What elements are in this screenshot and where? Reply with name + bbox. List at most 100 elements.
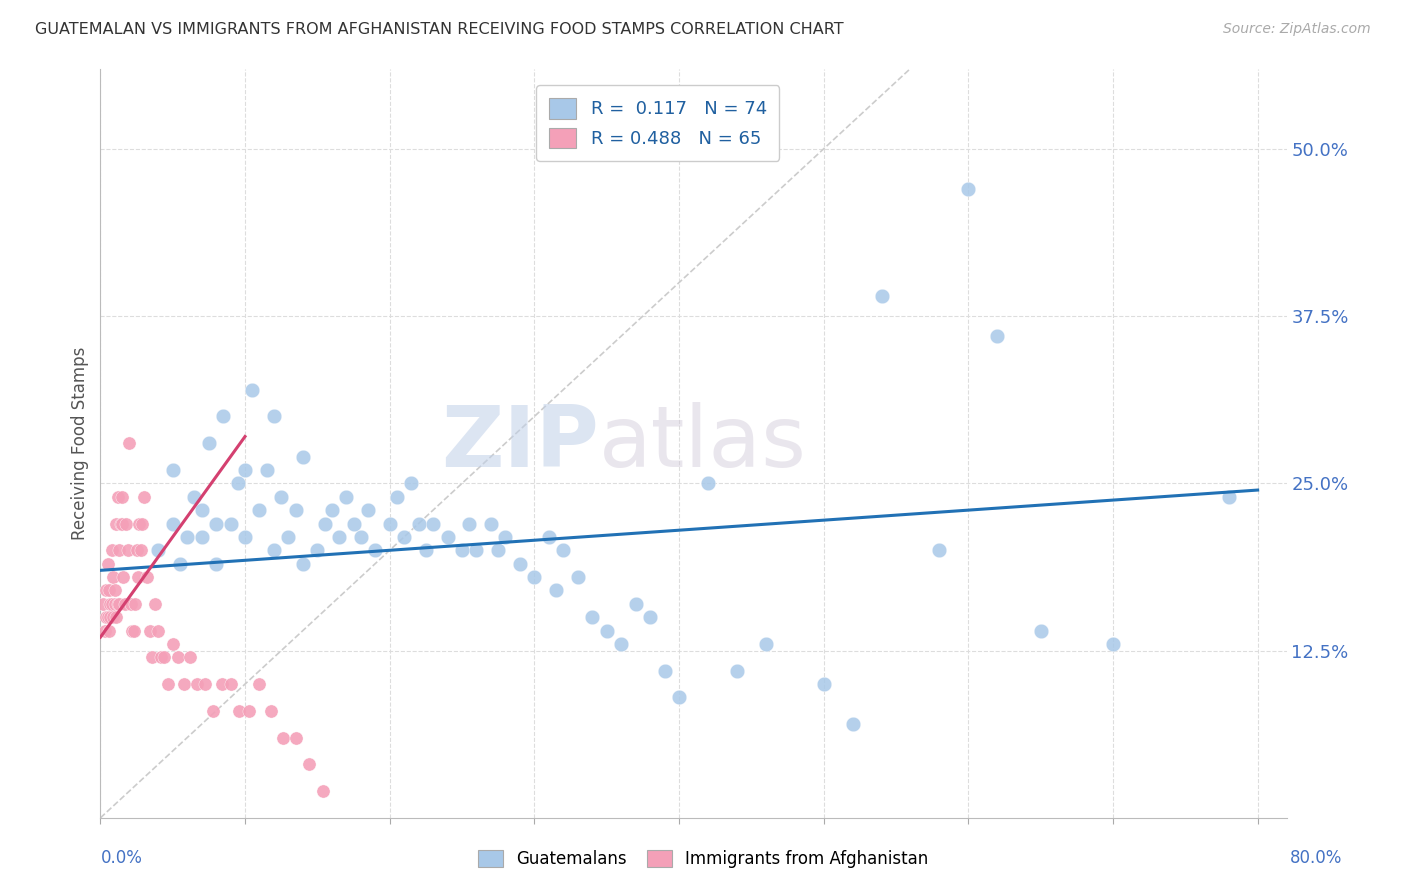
Point [167,650,190,665]
Point [117,543,139,558]
Point [186,677,208,691]
Point [111,490,134,504]
Point [263,543,285,558]
Point [509,557,531,571]
Point [111,516,134,531]
Point [193,677,215,691]
Point [114,597,136,611]
Point [97,557,120,571]
Point [486,543,509,558]
Point [422,516,444,531]
Point [321,503,343,517]
Point [523,570,546,584]
Point [148,543,170,558]
Point [94,583,117,598]
Point [110,516,132,531]
Point [108,543,131,558]
Point [107,597,129,611]
Point [153,650,176,665]
Point [697,476,720,491]
Point [249,503,271,517]
Point [179,650,201,665]
Point [112,570,135,584]
Point [654,664,676,678]
Point [725,664,748,678]
Point [131,516,153,531]
Point [291,557,314,571]
Point [100,610,122,624]
Point [226,476,249,491]
Point [219,516,242,531]
Point [105,610,128,624]
Point [233,530,256,544]
Point [260,704,283,718]
Point [127,570,149,584]
Point [263,409,285,424]
Point [986,329,1008,343]
Point [93,624,115,638]
Point [135,570,157,584]
Point [451,543,474,558]
Text: Source: ZipAtlas.com: Source: ZipAtlas.com [1223,22,1371,37]
Point [190,503,212,517]
Point [385,490,408,504]
Point [91,597,114,611]
Point [173,677,195,691]
Point [581,610,603,624]
Y-axis label: Receiving Food Stamps: Receiving Food Stamps [72,346,89,540]
Text: 80.0%: 80.0% [1291,849,1343,867]
Point [97,610,120,624]
Point [118,436,141,450]
Point [284,503,307,517]
Point [249,677,271,691]
Point [107,490,129,504]
Point [228,704,250,718]
Point [205,557,228,571]
Point [284,731,307,745]
Point [610,637,633,651]
Point [342,516,364,531]
Point [132,490,155,504]
Point [240,383,263,397]
Point [108,597,131,611]
Point [401,476,423,491]
Point [755,637,778,651]
Point [567,570,589,584]
Point [595,624,617,638]
Point [957,182,980,196]
Point [1218,490,1240,504]
Point [138,624,160,638]
Point [141,650,163,665]
Point [544,583,567,598]
Point [624,597,647,611]
Point [1102,637,1125,651]
Point [256,463,278,477]
Point [104,597,127,611]
Point [100,597,122,611]
Point [120,597,142,611]
Point [143,597,166,611]
Point [436,530,458,544]
Point [211,677,233,691]
Point [270,490,292,504]
Point [537,530,560,544]
Point [103,610,125,624]
Point [1029,624,1052,638]
Point [98,624,121,638]
Point [494,530,516,544]
Point [169,557,191,571]
Point [465,543,488,558]
Text: ZIP: ZIP [441,401,599,484]
Point [101,543,124,558]
Point [115,516,138,531]
Point [125,543,148,558]
Point [870,289,893,303]
Point [813,677,835,691]
Point [122,624,145,638]
Point [335,490,357,504]
Point [101,597,124,611]
Point [271,731,294,745]
Point [312,784,335,798]
Point [150,650,173,665]
Legend: Guatemalans, Immigrants from Afghanistan: Guatemalans, Immigrants from Afghanistan [471,843,935,875]
